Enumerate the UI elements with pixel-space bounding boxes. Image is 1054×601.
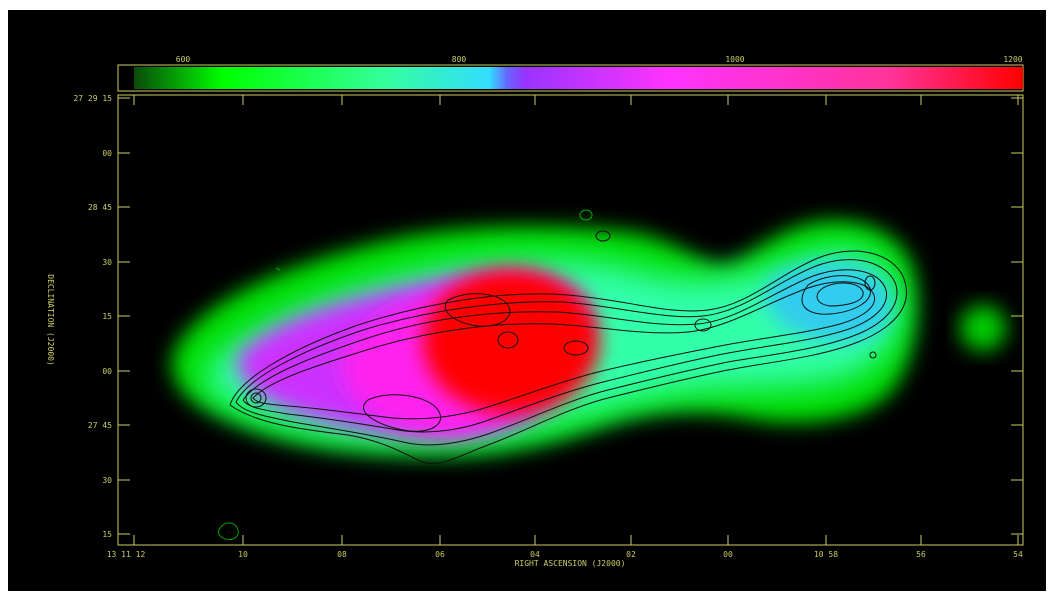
colorbar (134, 67, 1023, 89)
y-tick-label: 30 (102, 476, 112, 485)
x-tick-label: 02 (626, 550, 636, 559)
x-axis-label: RIGHT ASCENSION (J2000) (515, 559, 626, 568)
radio-map: 600 800 1000 1200 (46, 55, 1024, 568)
contour (235, 259, 898, 446)
emission-core-red (423, 270, 599, 414)
y-tick-labels: 27 29 15 00 28 45 30 15 00 27 45 30 15 (73, 94, 112, 539)
x-tick-labels: 13 11 12 10 08 06 04 02 00 10 58 56 54 (107, 550, 1023, 559)
y-tick-label: 15 (102, 530, 112, 539)
x-tick-label: 10 (238, 550, 248, 559)
contour (563, 340, 589, 356)
x-tick-label: 06 (435, 550, 445, 559)
contour (801, 275, 871, 315)
contour (694, 318, 712, 332)
y-tick-label: 27 45 (88, 421, 112, 430)
y-tick-label: 00 (102, 149, 112, 158)
colorbar-ticks: 600 800 1000 1200 (176, 55, 1023, 64)
x-tick-label: 54 (1013, 550, 1023, 559)
y-axis-label: DECLINATION (J2000) (46, 274, 55, 366)
contour (229, 250, 907, 464)
contour (245, 388, 267, 408)
contour (252, 281, 876, 420)
y-tick-label: 28 45 (88, 203, 112, 212)
contour (363, 394, 441, 432)
contour (816, 282, 864, 307)
contour (445, 293, 511, 327)
x-tick-label: 00 (723, 550, 733, 559)
x-tick-label: 08 (337, 550, 347, 559)
colorbar-tick-label: 1000 (725, 55, 744, 64)
emission-blob (960, 305, 1006, 351)
y-tick-label: 30 (102, 258, 112, 267)
y-tick-label: 00 (102, 367, 112, 376)
emission-image (172, 220, 1006, 455)
contour (250, 392, 262, 404)
contour (275, 267, 281, 271)
y-tick-label: 27 29 15 (73, 94, 112, 103)
contour (869, 351, 877, 359)
contour (497, 331, 519, 349)
x-tick-label: 10 58 (814, 550, 838, 559)
x-tick-label: 13 11 12 (107, 550, 146, 559)
contour (864, 275, 876, 291)
contour-lines (217, 209, 907, 541)
emission-hotspot-west (764, 262, 892, 342)
contour (579, 209, 593, 221)
contour (217, 522, 239, 541)
tick-marks (118, 95, 1023, 545)
x-tick-label: 56 (916, 550, 926, 559)
contour (595, 230, 611, 242)
colorbar-tick-label: 800 (452, 55, 467, 64)
colorbar-tick-label: 1200 (1003, 55, 1022, 64)
x-tick-label: 04 (530, 550, 540, 559)
figure-frame: 600 800 1000 1200 (8, 10, 1046, 591)
y-tick-label: 15 (102, 312, 112, 321)
colorbar-tick-label: 600 (176, 55, 191, 64)
